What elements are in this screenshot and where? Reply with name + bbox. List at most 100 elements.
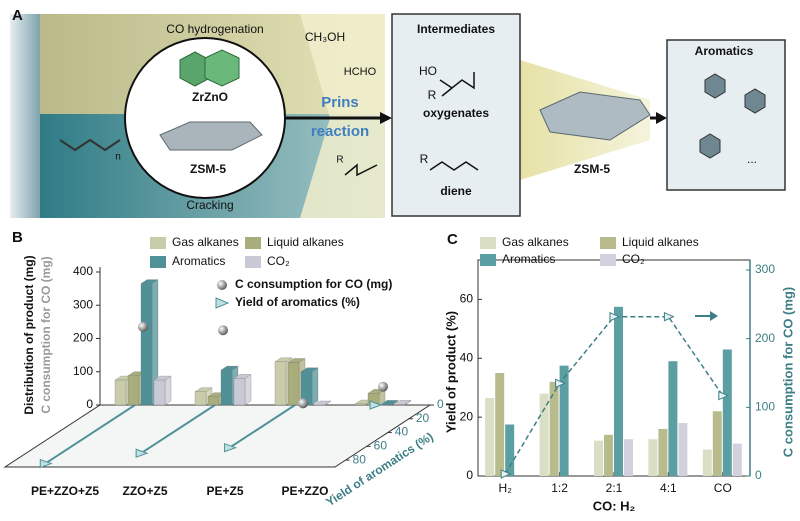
label: R (428, 88, 437, 102)
molecule (429, 72, 479, 171)
bar (668, 361, 678, 476)
y-tick-label: 40 (460, 350, 474, 364)
bar (233, 378, 246, 406)
sphere-marker (218, 325, 228, 336)
legend-label: Gas alkanes (502, 235, 569, 249)
bar (702, 449, 712, 476)
y-axis-label-2: C consumption for CO (mg) (39, 256, 53, 413)
bar (712, 411, 722, 476)
label: R (420, 152, 429, 166)
panel-label: B (12, 229, 23, 246)
x-axis-label: CO: H₂ (593, 498, 636, 513)
legend-label: C consumption for CO (mg) (235, 277, 392, 291)
bar-side (311, 367, 319, 406)
drop-line (140, 404, 216, 455)
x-tick-label: 4:1 (660, 481, 677, 495)
legend-label: CO₂ (267, 254, 290, 268)
y-tick-label: 60 (460, 292, 474, 306)
sphere-marker (298, 398, 308, 409)
legend-label: Liquid alkanes (267, 235, 344, 249)
drop-line (44, 404, 136, 465)
bar (559, 365, 569, 476)
bar (732, 443, 742, 476)
z-tick-label: 0 (437, 397, 444, 411)
bar (624, 439, 633, 476)
bar (140, 283, 153, 406)
label: HCHO (344, 66, 377, 78)
x-tick-label: 2:1 (606, 481, 623, 495)
y2-tick-label: 300 (755, 262, 775, 276)
triangle-marker (39, 458, 53, 469)
polymer (59, 138, 121, 152)
triangle-marker (135, 448, 149, 458)
line-marker (718, 390, 730, 401)
bar (539, 393, 549, 476)
line-marker (555, 378, 566, 389)
z-tick-label: 80 (353, 452, 367, 466)
label: Intermediates (417, 22, 495, 36)
panel-a: A CO hydrogenation ZrZnO ZSM-5 Cracking … (10, 7, 786, 218)
legend-swatch (245, 237, 261, 249)
arrowhead (656, 112, 667, 124)
label: Cracking (186, 198, 233, 212)
bar (127, 375, 140, 406)
arrowhead (380, 112, 392, 124)
legend-swatch (480, 237, 496, 249)
background (10, 14, 40, 218)
aromatics-box (666, 39, 786, 191)
triangle-marker (224, 442, 238, 453)
legend-swatch (600, 254, 616, 266)
bar (207, 396, 220, 406)
panel-b: B 0 100 200 300 400 0 20 40 60 80 Yield of aromatic… (3, 229, 444, 509)
bar (722, 349, 732, 476)
line-marker (500, 469, 512, 479)
legend-swatch (150, 237, 166, 249)
bar (495, 373, 505, 476)
bar (287, 362, 300, 406)
aromatic-molecules (699, 73, 766, 159)
label: ... (747, 152, 757, 166)
line-marker (609, 311, 621, 322)
legend-swatch (150, 256, 166, 268)
x-tick-label: PE+Z5 (206, 484, 243, 498)
x-tick-label: 1:2 (551, 481, 568, 495)
label: diene (440, 184, 472, 198)
line-marker (663, 311, 675, 322)
intermediates-box (391, 13, 521, 217)
legend-marker (215, 297, 230, 309)
triangle-marker (369, 400, 383, 410)
bar (274, 361, 287, 406)
panel-label: C (447, 231, 458, 248)
bar (485, 398, 495, 476)
drop-line (229, 404, 296, 449)
legend-swatch (480, 254, 496, 266)
label: reaction (311, 123, 369, 140)
bar (505, 424, 515, 476)
bar (354, 403, 367, 406)
y-tick-label: 400 (73, 264, 93, 278)
x-tick-label: PE+ZZO (281, 484, 328, 498)
bar (549, 381, 559, 476)
sphere-marker (138, 321, 148, 332)
y2-tick-label: 0 (755, 468, 762, 482)
label: HO (419, 64, 437, 78)
y2-tick-label: 100 (755, 400, 775, 414)
label: ZSM-5 (574, 162, 610, 176)
bar (594, 440, 603, 476)
x-tick-label: PE+ZZO+Z5 (31, 484, 99, 498)
label: oxygenates (423, 106, 489, 120)
bar (678, 423, 688, 476)
bar (380, 404, 393, 406)
zsm5-slab (539, 91, 651, 141)
label: Aromatics (695, 44, 754, 58)
bar (393, 404, 406, 406)
y-tick-label: 0 (86, 397, 93, 411)
background (300, 14, 385, 218)
molecule (344, 163, 378, 177)
sphere-marker (378, 381, 388, 392)
bar (658, 428, 668, 476)
x-tick-label: CO (714, 481, 732, 495)
legend-label: Yield of aromatics (%) (235, 295, 360, 309)
label: R (336, 155, 343, 166)
